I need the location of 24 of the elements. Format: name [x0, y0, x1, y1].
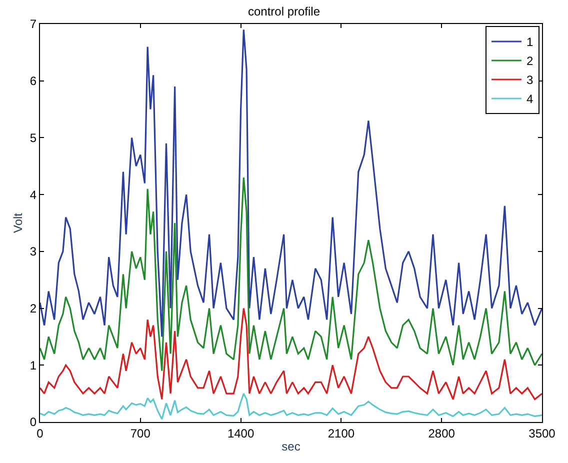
line-series: [40, 392, 542, 420]
y-tick-label: 5: [30, 130, 37, 145]
y-axis-title: Volt: [11, 212, 26, 234]
x-tick-label: 3500: [528, 426, 556, 440]
legend-label: 3: [526, 73, 534, 88]
y-tick-label: 4: [30, 188, 37, 202]
legend-label: 2: [526, 54, 534, 68]
line-series: [40, 28, 542, 338]
y-tick-label: 2: [30, 301, 37, 316]
x-tick-label: 2100: [328, 426, 355, 440]
y-tick-label: 6: [30, 74, 37, 88]
y-tick-label: 0: [30, 415, 37, 430]
line-series: [40, 307, 542, 400]
x-tick-label: 1400: [227, 426, 254, 440]
y-tick-label: 1: [30, 358, 37, 372]
x-tick-label: 700: [130, 426, 151, 440]
legend-label: 4: [526, 92, 534, 106]
x-axis-title: sec: [282, 439, 300, 454]
chart-title: control profile: [248, 4, 320, 18]
line-series: [40, 176, 542, 372]
y-tick-label: 3: [30, 244, 37, 259]
legend-label: 1: [526, 35, 534, 50]
y-tick-label: 7: [30, 17, 37, 32]
x-tick-label: 2800: [428, 426, 456, 440]
